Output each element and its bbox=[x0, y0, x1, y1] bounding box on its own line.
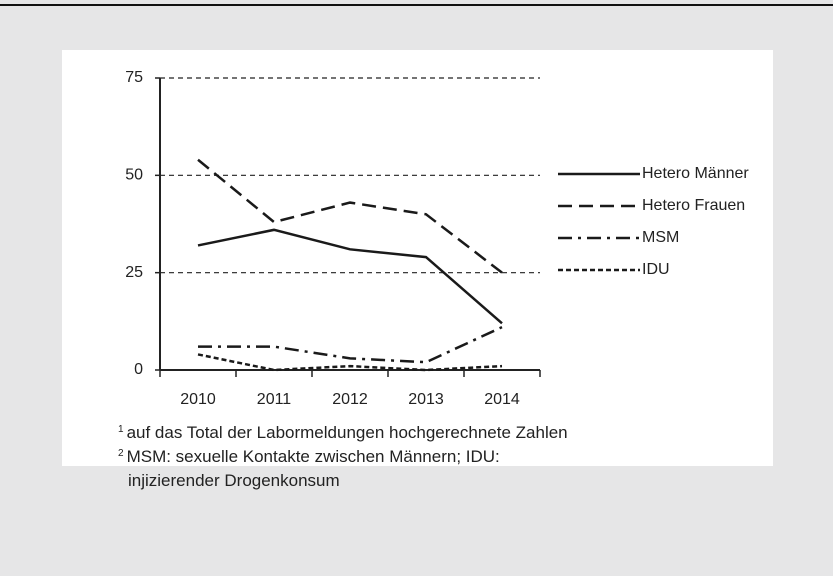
footnote: 2 MSM: sexuelle Kontakte zwischen Männern… bbox=[118, 442, 578, 493]
legend-label: Hetero Frauen bbox=[642, 197, 745, 214]
footnote-text: auf das Total der Labormeldungen hochger… bbox=[126, 423, 568, 442]
series-line bbox=[197, 353, 503, 372]
y-tick-label: 75 bbox=[125, 69, 143, 86]
series-line bbox=[197, 228, 503, 325]
footnote-marker: 1 bbox=[118, 424, 124, 435]
footnote: 1 auf das Total der Labormeldungen hochge… bbox=[118, 418, 758, 445]
y-tick-label: 25 bbox=[125, 264, 143, 281]
x-tick-label: 2010 bbox=[180, 391, 216, 408]
y-tick-label: 0 bbox=[134, 361, 143, 378]
y-tick-label: 50 bbox=[125, 167, 143, 184]
series-line bbox=[197, 158, 503, 274]
footnote-text: MSM: sexuelle Kontakte zwischen Männern;… bbox=[126, 447, 500, 490]
legend-label: MSM bbox=[642, 229, 679, 246]
legend-label: IDU bbox=[642, 261, 670, 278]
figure-card bbox=[62, 50, 773, 466]
x-tick-label: 2014 bbox=[484, 391, 520, 408]
series-line bbox=[198, 326, 503, 364]
x-tick-label: 2013 bbox=[408, 391, 444, 408]
footnote-marker: 2 bbox=[118, 448, 124, 459]
top-rule bbox=[0, 4, 833, 6]
x-tick-label: 2011 bbox=[257, 391, 292, 408]
legend-label: Hetero Männer bbox=[642, 165, 749, 182]
x-tick-label: 2012 bbox=[332, 391, 368, 408]
